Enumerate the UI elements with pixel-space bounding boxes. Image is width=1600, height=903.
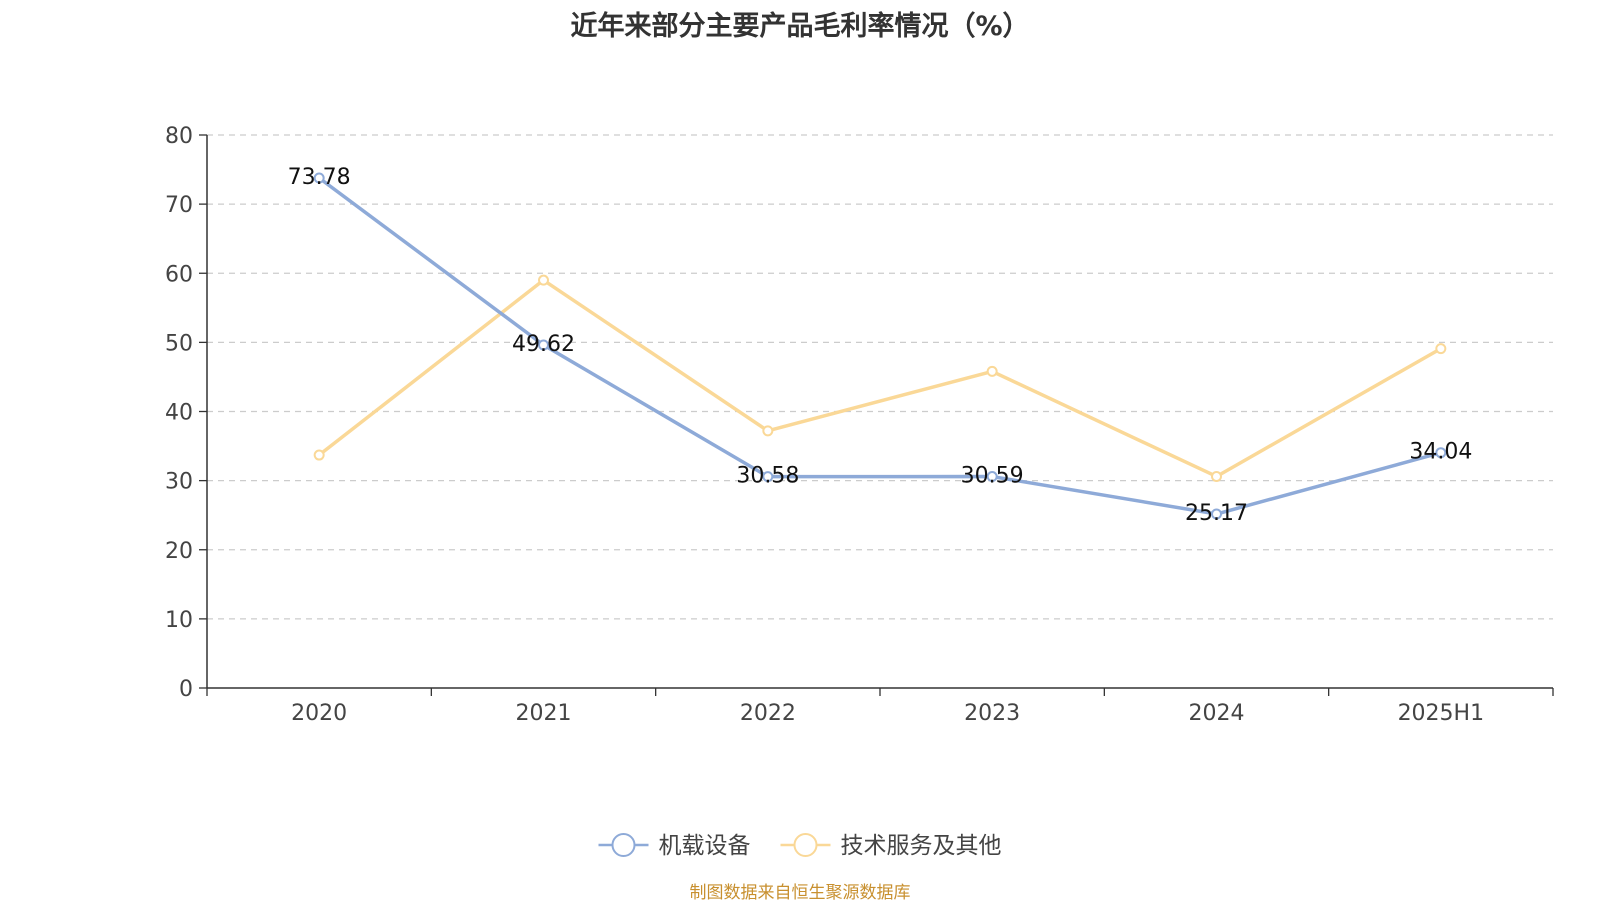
data-label: 34.04 bbox=[1409, 440, 1472, 465]
chart-title: 近年来部分主要产品毛利率情况（%） bbox=[570, 11, 1030, 42]
legend-marker bbox=[611, 833, 636, 857]
data-label: 30.59 bbox=[961, 464, 1024, 489]
data-labels: 73.78 49.62 30.58 30.59 25.17 34.04 bbox=[288, 165, 1473, 526]
data-point bbox=[762, 425, 774, 437]
x-tick-label: 2020 bbox=[291, 701, 347, 726]
data-point bbox=[538, 274, 549, 286]
data-label: 30.58 bbox=[736, 464, 799, 489]
series-line-2 bbox=[318, 278, 1442, 479]
y-tick-label: 50 bbox=[165, 331, 193, 356]
y-tick-label: 40 bbox=[165, 401, 193, 426]
x-tick-label: 2022 bbox=[740, 701, 796, 726]
data-point bbox=[313, 449, 325, 461]
x-tick-label: 2024 bbox=[1189, 701, 1245, 726]
data-point bbox=[1211, 508, 1222, 520]
x-tick-label: 2025H1 bbox=[1398, 701, 1485, 726]
data-point bbox=[1211, 470, 1222, 482]
series-line-1 bbox=[318, 176, 1442, 516]
legend-marker bbox=[793, 833, 818, 857]
legend-label: 机载设备 bbox=[659, 833, 751, 859]
data-point bbox=[986, 365, 998, 377]
axes: 0 10 20 30 40 50 60 70 80 2020 2021 2022 2023 2024 202… bbox=[165, 124, 1554, 726]
x-tick-label: 2023 bbox=[964, 701, 1020, 726]
data-point bbox=[313, 172, 325, 184]
legend: 机载设备 技术服务及其他 bbox=[598, 833, 1002, 859]
data-point bbox=[538, 339, 549, 351]
legend-label: 技术服务及其他 bbox=[841, 833, 1002, 859]
data-point bbox=[1435, 343, 1447, 355]
data-label: 25.17 bbox=[1185, 501, 1248, 526]
y-tick-label: 0 bbox=[179, 677, 193, 702]
x-tick-label: 2021 bbox=[516, 701, 572, 726]
series-lines bbox=[313, 172, 1447, 520]
y-tick-label: 80 bbox=[165, 124, 193, 149]
y-tick-label: 10 bbox=[165, 608, 193, 633]
data-label: 49.62 bbox=[512, 332, 575, 357]
legend-item-1: 机载设备 bbox=[598, 833, 751, 859]
data-label: 73.78 bbox=[288, 165, 351, 190]
data-point bbox=[986, 471, 998, 483]
legend-item-2: 技术服务及其他 bbox=[780, 833, 1002, 859]
data-point bbox=[1435, 447, 1447, 459]
y-tick-label: 20 bbox=[165, 539, 193, 564]
source-note: 制图数据来自恒生聚源数据库 bbox=[689, 883, 911, 903]
grid-lines bbox=[207, 134, 1553, 620]
y-tick-label: 60 bbox=[165, 262, 193, 287]
y-tick-label: 30 bbox=[165, 470, 193, 495]
y-tick-label: 70 bbox=[165, 193, 193, 218]
data-point bbox=[762, 471, 774, 483]
